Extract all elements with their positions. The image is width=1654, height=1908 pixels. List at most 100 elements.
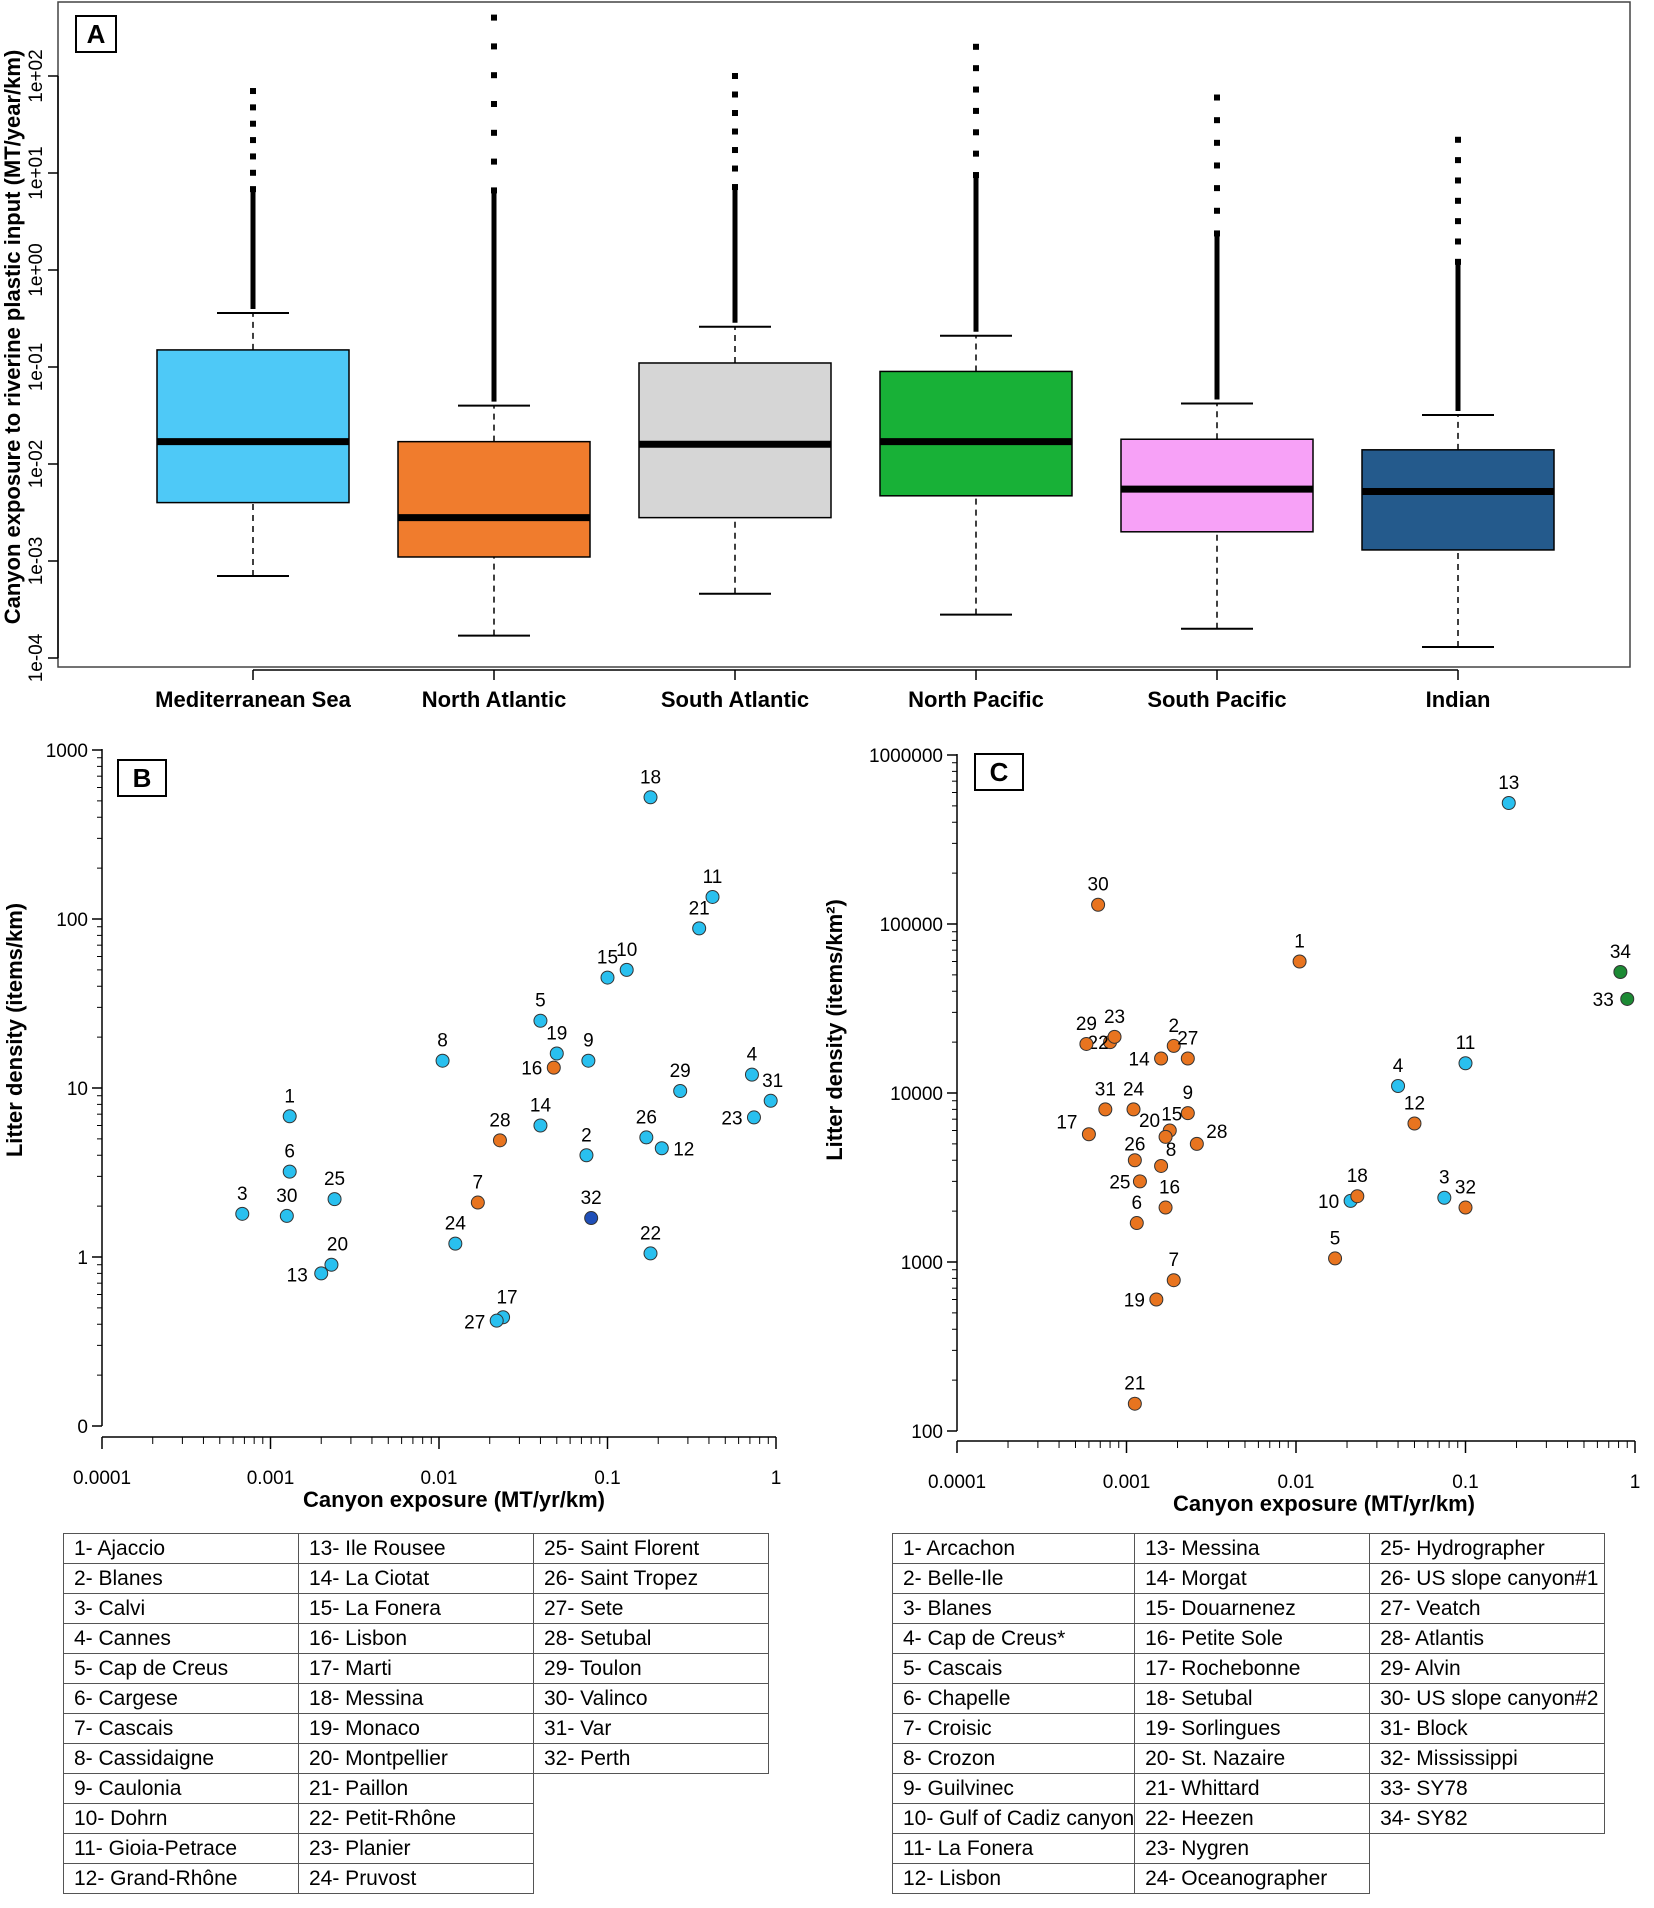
y-tick-label: 100000 [880,915,943,936]
scatter-point [1127,1396,1142,1411]
scatter-point [744,1067,759,1082]
panel-a-y-tick-label: 1e-04 [26,633,47,682]
scatter-point [492,1133,507,1148]
point-label: 1 [284,1086,295,1107]
legend-cell: 20- Montpellier [298,1743,534,1774]
point-label: 18 [1347,1166,1368,1187]
legend-cell: 14- La Ciotat [298,1563,534,1594]
legend-cell: 4- Cannes [63,1623,299,1654]
legend-cell: 25- Saint Florent [533,1533,769,1564]
point-label: 11 [703,867,723,888]
legend-cell: 7- Cascais [63,1713,299,1744]
y-tick-label: 100 [56,910,88,931]
box-outlier-point [491,129,497,136]
legend-cell: 2- Belle-Ile [891,1563,1136,1594]
box-outlier-point [973,107,979,114]
point-label: 4 [747,1045,758,1066]
scatter-point [533,1013,548,1028]
scatter-point [1458,1056,1473,1071]
panel-c-ylabel: Litter density (items/km²) [822,899,847,1161]
x-tick-label: 0.0001 [73,1468,131,1489]
point-label: 28 [489,1110,510,1131]
legend-row: 4- Cannes 16- Lisbon 28- Setubal [63,1623,769,1654]
point-label: 7 [473,1173,484,1194]
scatter-point [489,1313,504,1328]
scatter-point [581,1053,596,1068]
point-label: 9 [1183,1083,1194,1104]
scatter-point [1158,1129,1173,1144]
legend-cell: 34- SY82 [1369,1803,1606,1834]
legend-row: 7- Cascais 19- Monaco 31- Var [63,1713,769,1744]
legend-cell: 22- Petit-Rhône [298,1803,534,1834]
scatter-point [279,1208,294,1223]
legend-cell: 23- Nygren [1134,1833,1371,1864]
box-outlier-point [732,91,738,98]
legend-cell: 1- Arcachon [891,1533,1136,1564]
panel-a-x-tick-label: South Pacific [1147,687,1286,712]
scatter-point [1458,1200,1473,1215]
point-label: 5 [1330,1228,1341,1249]
box-outlier-point [491,43,497,50]
scatter-point [546,1060,561,1075]
legend-row: 5- Cascais 17- Rochebonne 29- Alvin [891,1653,1606,1684]
legend-row: 2- Blanes 14- La Ciotat 26- Saint Tropez [63,1563,769,1594]
box-iqr [397,440,591,558]
legend-table-b: 1- Ajaccio 13- Ile Rousee 25- Saint Floren… [63,1533,769,1894]
box-outlier-point [973,65,979,72]
point-label: 1 [1294,931,1305,952]
panel-a-boxes [156,14,1555,648]
box-outlier-point [250,186,256,193]
point-label: 22 [1088,1033,1109,1054]
panel-b-ylabel: Litter density (items/km) [2,903,27,1157]
scatter-point [448,1236,463,1251]
point-label: 24 [445,1214,467,1235]
point-label: 29 [670,1061,691,1082]
panel-a-y-axis: 1e-04 1e-03 1e-02 1e-01 1e+00 1e+01 1e+02 Medit… [26,49,1490,712]
panel-a-label-box [75,15,117,53]
scatter-point [1081,1127,1096,1142]
scatter-point [1437,1190,1452,1205]
scatter-point [1132,1174,1147,1189]
legend-cell: 31- Var [533,1713,769,1744]
scatter-point [705,889,720,904]
scatter-point [1613,964,1628,979]
box-iqr [879,370,1073,497]
point-label: 26 [636,1107,657,1128]
point-label: 6 [1131,1193,1142,1214]
point-label: 2 [581,1125,592,1146]
scatter-point [282,1164,297,1179]
y-tick-label: 1000000 [869,746,943,767]
panel-b-label-box [117,759,167,797]
panel-a-y-tick-label: 1e-01 [26,343,47,392]
scatter-point [1328,1251,1343,1266]
x-tick-label: 0.01 [421,1468,458,1489]
box-iqr [1120,438,1314,533]
panel-a-y-tick-label: 1e+00 [26,243,47,296]
legend-cell: 12- Lisbon [891,1863,1136,1894]
legend-cell [1370,1834,1605,1864]
scatter-point [1079,1036,1094,1051]
scatter-point [1180,1051,1195,1066]
legend-cell: 23- Planier [298,1833,534,1864]
y-tick-label: 10000 [890,1084,943,1105]
box-outlier-point [1214,139,1220,146]
legend-cell: 33- SY78 [1369,1773,1606,1804]
legend-cell: 11- La Fonera [891,1833,1136,1864]
point-label: 17 [1056,1112,1077,1133]
scatter-point [1180,1106,1195,1121]
scatter-point [1154,1158,1169,1173]
panel-b-xlabel: Canyon exposure (MT/yr/km) [303,1487,605,1512]
scatter-point [1189,1136,1204,1151]
scatter-point [1292,954,1307,969]
scatter-point [549,1046,564,1061]
legend-cell: 32- Mississippi [1369,1743,1606,1774]
legend-cell: 28- Atlantis [1369,1623,1606,1654]
scatter-point [619,962,634,977]
box-outlier-point [1455,136,1461,143]
box-outlier-point [1214,94,1220,101]
point-label: 8 [437,1031,448,1052]
x-tick-label: 1 [1630,1472,1641,1493]
point-label: 32 [581,1188,602,1209]
legend-cell [534,1864,769,1894]
